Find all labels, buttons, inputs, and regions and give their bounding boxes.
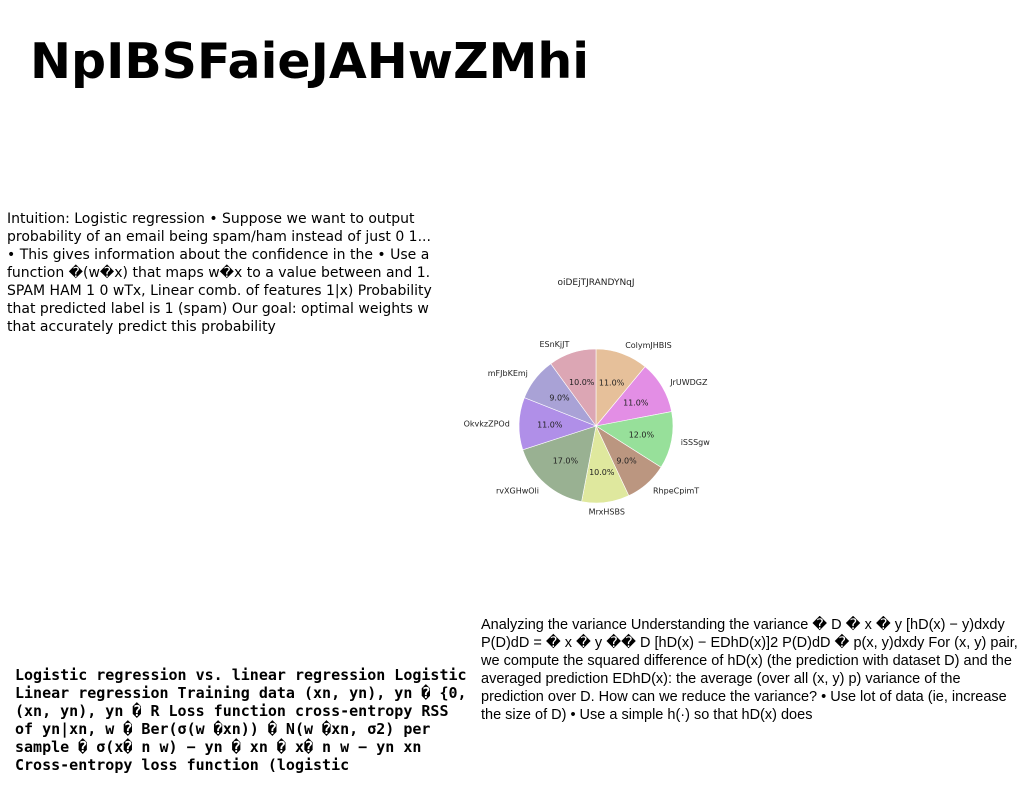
pie-slice-label: iSSSgw bbox=[681, 438, 711, 447]
pie-pct-label: 17.0% bbox=[553, 457, 579, 466]
pie-slice-label: ESnKjJT bbox=[539, 340, 569, 349]
chart-title: oiDEjTJRANDYNqJ bbox=[557, 278, 634, 288]
pie-pct-label: 10.0% bbox=[569, 378, 595, 387]
pie-slice-label: mFJbKEmj bbox=[488, 369, 528, 378]
pie-pct-label: 11.0% bbox=[537, 421, 563, 430]
slide-title: NpIBSFaieJAHwZMhi bbox=[30, 33, 590, 90]
pie-pct-label: 9.0% bbox=[616, 457, 637, 466]
pie-slice-label: MrxHSBS bbox=[589, 508, 625, 517]
intro-text-block: Intuition: Logistic regression • Suppose… bbox=[7, 211, 432, 335]
pie-slice-label: OkvkzZPOd bbox=[464, 419, 510, 428]
pie-slice-label: RhpeCpimT bbox=[653, 487, 699, 496]
comparison-text-block: Logistic regression vs. linear regressio… bbox=[15, 666, 467, 774]
pie-slice-label: ColymJHBIS bbox=[625, 341, 672, 350]
pie-chart: oiDEjTJRANDYNqJ 11.0% ColymJHBIS 11.0% JrUW… bbox=[464, 278, 711, 517]
pie-slice-rvxghwoli bbox=[522, 425, 597, 502]
pie-pct-label: 12.0% bbox=[629, 431, 655, 440]
variance-text-block: Analyzing the variance Understanding the… bbox=[481, 617, 1018, 723]
pie-pct-label: 11.0% bbox=[599, 379, 625, 388]
pie-slice-esnkjjt bbox=[550, 348, 597, 427]
pie-slice-label: JrUWDGZ bbox=[669, 378, 708, 387]
pie-pct-label: 11.0% bbox=[623, 399, 649, 408]
pie-pct-label: 10.0% bbox=[589, 468, 615, 477]
pie-slice-label: rvXGHwOli bbox=[496, 487, 539, 496]
pie-pct-label: 9.0% bbox=[549, 394, 570, 403]
